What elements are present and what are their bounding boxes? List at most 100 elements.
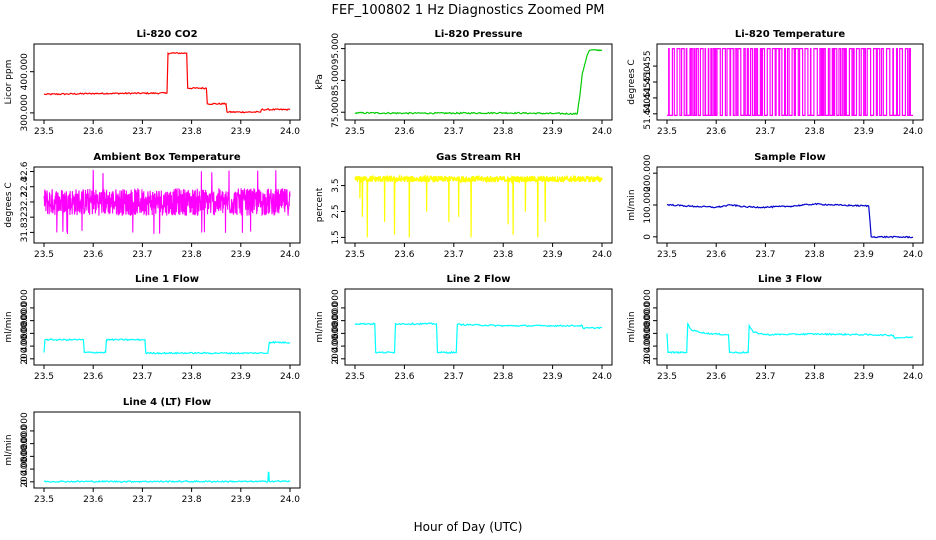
- x-tick-label: 23.6: [83, 372, 103, 382]
- series-line: [667, 48, 913, 116]
- x-tick-label: 23.5: [34, 495, 54, 505]
- x-tick-label: 23.9: [231, 495, 251, 505]
- plot-frame: [344, 43, 613, 121]
- panel-1: Li-820 Pressure 23.5 23.6 23.7 23.8 23.9 24.0 7…: [315, 29, 613, 137]
- y-tick-label: 32.2: [20, 192, 30, 212]
- y-tick-label: 200.000: [643, 154, 653, 191]
- y-tick-label: 51.455: [643, 50, 653, 82]
- x-tick-label: 23.6: [394, 372, 414, 382]
- series-line: [43, 471, 291, 484]
- panel-title: Sample Flow: [754, 152, 826, 163]
- series-line: [43, 51, 291, 114]
- x-tick-label: 23.6: [394, 250, 414, 260]
- panel-title: Line 3 Flow: [758, 274, 822, 285]
- panels: Li-820 CO2 23.5 23.6 23.7 23.8 23.9 24.0 300.00…: [4, 29, 924, 505]
- x-tick-label: 23.8: [493, 127, 513, 137]
- y-tick-label: 51.450: [643, 66, 653, 98]
- y-tick-label: 0: [20, 479, 30, 485]
- y-tick-label: 0: [331, 356, 341, 362]
- y-tick-label: 95.000: [331, 33, 341, 65]
- x-tick-label: 23.8: [493, 372, 513, 382]
- x-tick-label: 23.6: [706, 372, 726, 382]
- y-tick-label: 600.000: [331, 302, 341, 339]
- x-tick-label: 23.7: [132, 495, 152, 505]
- plot-frame: [344, 288, 613, 366]
- x-tick-label: 23.5: [657, 372, 677, 382]
- y-axis-label: percent: [315, 187, 325, 222]
- panel-title: Line 1 Flow: [135, 274, 199, 285]
- panel-9: Line 4 (LT) Flow 23.5 23.6 23.7 23.8 23.9 24.0…: [4, 397, 301, 505]
- x-tick-label: 23.8: [182, 372, 202, 382]
- series-line: [354, 322, 602, 354]
- x-tick-label: 24.0: [903, 127, 923, 137]
- x-tick-label: 23.9: [543, 127, 563, 137]
- y-tick-label: 75.000: [331, 96, 341, 128]
- panel-title: Line 4 (LT) Flow: [123, 397, 211, 408]
- x-tick-label: 23.8: [493, 250, 513, 260]
- y-tick-label: 0: [643, 234, 653, 240]
- y-tick-label: 32.4: [20, 176, 30, 196]
- x-tick-label: 23.7: [132, 372, 152, 382]
- plot-frame: [33, 411, 301, 489]
- x-tick-label: 23.9: [854, 250, 874, 260]
- x-tick-label: 23.5: [34, 250, 54, 260]
- y-tick-label: 32: [20, 211, 30, 222]
- x-tick-label: 23.9: [231, 250, 251, 260]
- x-tick-label: 24.0: [592, 127, 612, 137]
- y-tick-label: 51.445: [643, 82, 653, 114]
- y-tick-label: 400.000: [20, 437, 30, 474]
- panel-6: Line 1 Flow 23.5 23.6 23.7 23.8 23.9 24.0 0200.…: [4, 274, 301, 382]
- panel-title: Li-820 CO2: [136, 29, 197, 40]
- plot-frame: [33, 43, 301, 121]
- plot-frame: [656, 288, 924, 366]
- x-tick-label: 24.0: [903, 372, 923, 382]
- panel-8: Line 3 Flow 23.5 23.6 23.7 23.8 23.9 24.0 0200.…: [627, 274, 924, 382]
- y-axis-label: ml/min: [4, 434, 14, 465]
- panel-4: Gas Stream RH 23.5 23.6 23.7 23.8 23.9 24.0 1.5…: [315, 152, 613, 260]
- x-tick-label: 23.5: [657, 250, 677, 260]
- series-line: [666, 322, 914, 354]
- x-tick-label: 23.5: [345, 127, 365, 137]
- x-tick-label: 23.7: [132, 250, 152, 260]
- panel-2: Li-820 Temperature 23.5 23.6 23.7 23.8 23.9 24…: [627, 29, 924, 137]
- plot-frame: [33, 166, 301, 244]
- panel-title: Line 2 Flow: [447, 274, 511, 285]
- x-tick-label: 23.9: [543, 372, 563, 382]
- series-line: [354, 48, 603, 116]
- x-tick-label: 24.0: [280, 372, 300, 382]
- panel-title: Li-820 Temperature: [735, 29, 845, 40]
- y-tick-label: 0: [643, 356, 653, 362]
- figure-title: FEF_100802 1 Hz Diagnostics Zoomed PM: [331, 3, 604, 18]
- panel-title: Li-820 Pressure: [434, 29, 522, 40]
- x-tick-label: 24.0: [903, 250, 923, 260]
- panel-5: Sample Flow 23.5 23.6 23.7 23.8 23.9 24.0 0 100.…: [627, 152, 924, 260]
- x-tick-label: 23.6: [83, 250, 103, 260]
- x-tick-label: 23.8: [805, 127, 825, 137]
- y-tick-label: 200.000: [331, 327, 341, 364]
- y-tick-label: 200.000: [20, 327, 30, 364]
- y-tick-label: 200.000: [20, 450, 30, 487]
- y-tick-label: 600.000: [20, 302, 30, 339]
- y-tick-label: 400.000: [643, 314, 653, 351]
- y-tick-label: 2.5: [331, 204, 341, 218]
- panel-title: Ambient Box Temperature: [93, 152, 240, 163]
- y-tick-label: 600.000: [643, 302, 653, 339]
- x-tick-label: 23.6: [83, 127, 103, 137]
- y-tick-label: 51.440: [643, 98, 653, 130]
- x-tick-label: 23.7: [444, 127, 464, 137]
- y-tick-label: 3.5: [331, 178, 341, 192]
- y-tick-label: 400.000: [20, 53, 30, 90]
- y-tick-label: 400.000: [20, 314, 30, 351]
- y-tick-label: 800.000: [20, 412, 30, 449]
- x-tick-label: 24.0: [280, 250, 300, 260]
- x-tick-label: 23.8: [805, 372, 825, 382]
- x-tick-label: 23.8: [805, 250, 825, 260]
- plot-frame: [656, 166, 924, 244]
- x-tick-label: 23.8: [182, 250, 202, 260]
- x-tick-label: 23.9: [231, 127, 251, 137]
- y-axis-label: degrees C: [4, 182, 14, 227]
- x-tick-label: 24.0: [592, 250, 612, 260]
- y-axis-label: ml/min: [4, 311, 14, 342]
- y-tick-label: 100.000: [643, 186, 653, 223]
